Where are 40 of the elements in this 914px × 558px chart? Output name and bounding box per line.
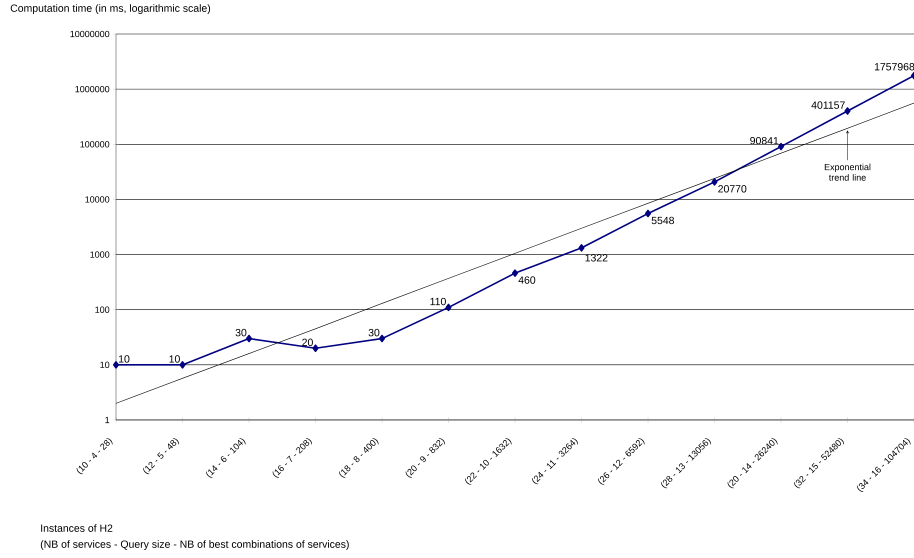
y-tick-label: 1000 [90, 251, 110, 258]
point [711, 178, 718, 186]
x-axis-title: Instances of H2 [41, 524, 112, 532]
point [312, 344, 319, 352]
x-tick-label: (10 - 4 - 28) [76, 438, 113, 474]
y-tick-label: 100 [95, 306, 110, 313]
point [778, 142, 784, 150]
data-label: 20 [302, 338, 313, 346]
point [578, 244, 585, 252]
data-label: 5548 [652, 216, 674, 224]
point [112, 361, 120, 369]
y-tick-label: 10000 [85, 196, 110, 203]
data-label: 10 [169, 355, 180, 363]
y-tick-label: 10 [100, 362, 110, 368]
text: (NB of services - Query size - NB of best combinations of services) [40, 540, 349, 550]
point [644, 210, 652, 218]
point [445, 304, 452, 312]
x-tick-label: (12 - 5 - 48) [143, 438, 180, 474]
y-tick-label: 10000000 [70, 30, 110, 38]
x-tick-label: (20 - 9 - 832) [406, 438, 446, 478]
point [179, 361, 186, 369]
data-label: 10 [119, 355, 130, 363]
data-label: 30 [368, 328, 380, 336]
y-tick-label: 1 [105, 416, 110, 424]
data-label: 1322 [586, 254, 608, 262]
data-label: 460 [518, 276, 536, 284]
data-label: 30 [236, 328, 246, 336]
point [512, 269, 518, 277]
y-axis-title: Computation time (in ms, logarithmic scale) [10, 4, 210, 14]
point [246, 334, 252, 342]
data-label: 1757968 [874, 63, 914, 70]
data-label: 401157 [811, 101, 845, 109]
point [378, 334, 386, 342]
y-tick-label: 1000000 [75, 86, 110, 92]
data-label: 110 [430, 298, 446, 306]
annotation: Exponential trend line [824, 164, 870, 181]
x-tick-label: (18 - 8 - 400) [339, 438, 379, 478]
data-label: 20770 [718, 185, 746, 193]
point [844, 107, 851, 115]
y-tick-label: 100000 [80, 141, 110, 148]
